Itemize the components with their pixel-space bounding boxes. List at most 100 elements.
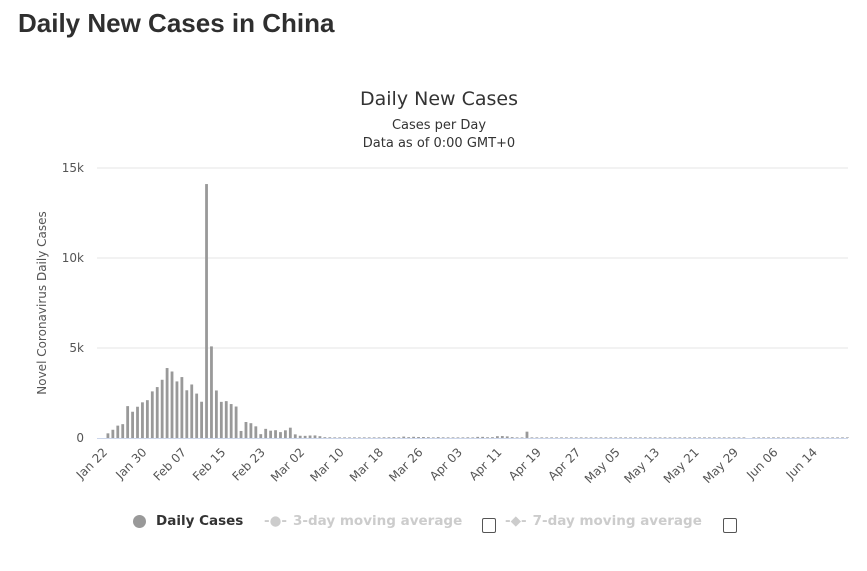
legend-label: Daily Cases — [156, 513, 244, 529]
bar — [269, 430, 273, 438]
bar — [530, 437, 534, 438]
bar — [210, 346, 213, 438]
bar — [461, 437, 465, 438]
bar — [643, 437, 647, 438]
bar — [712, 437, 716, 438]
bar — [727, 437, 731, 438]
bar — [683, 437, 687, 438]
bar — [234, 406, 238, 438]
line-marker-icon: -●- — [264, 513, 287, 529]
legend-label: 3-day moving average — [293, 513, 463, 529]
bar — [505, 436, 509, 438]
chart-subtitle-1: Cases per Day — [391, 118, 487, 133]
bar — [318, 436, 322, 438]
bar — [446, 437, 450, 438]
legend-label: 7-day moving average — [532, 513, 702, 529]
bar — [821, 437, 825, 438]
bar — [382, 437, 386, 438]
x-tick-label: Mar 18 — [347, 445, 386, 484]
bar — [165, 368, 169, 438]
x-tick-label: Mar 10 — [307, 445, 346, 484]
bar — [244, 421, 248, 438]
bar — [663, 437, 667, 438]
x-tick-label: Apr 27 — [545, 445, 583, 483]
bar — [328, 437, 332, 438]
bar — [594, 437, 598, 438]
checkbox-7-day-average[interactable] — [723, 518, 737, 533]
bar — [658, 437, 662, 438]
bar — [387, 437, 391, 438]
bar — [826, 437, 830, 438]
bar — [703, 437, 706, 438]
bar — [614, 437, 618, 438]
legend-item-daily-cases[interactable]: Daily Cases — [133, 513, 243, 529]
bar — [648, 437, 652, 438]
y-tick-label: 10k — [62, 251, 84, 265]
x-tick-label: May 21 — [661, 445, 702, 486]
bar — [579, 437, 583, 438]
x-tick-label: Jun 14 — [783, 445, 820, 482]
bar — [274, 430, 277, 438]
bar — [377, 437, 381, 438]
bar — [806, 437, 810, 438]
bar — [426, 437, 430, 438]
bar — [254, 426, 258, 438]
bar — [126, 406, 130, 438]
bar — [284, 430, 287, 438]
bar — [441, 437, 445, 438]
x-tick-label: Feb 23 — [229, 445, 267, 483]
bar — [141, 402, 144, 438]
bar — [205, 184, 208, 438]
bar — [343, 437, 346, 438]
bar — [392, 437, 396, 438]
bar — [589, 437, 593, 438]
bar — [717, 437, 721, 438]
legend: Daily Cases -●- 3-day moving average -◆-… — [0, 513, 867, 535]
bar — [136, 406, 139, 438]
bar — [111, 429, 115, 438]
bar — [407, 437, 411, 438]
x-tick-label: May 05 — [582, 445, 623, 486]
bar — [653, 437, 657, 438]
bar — [195, 393, 199, 438]
x-tick-label: Feb 07 — [151, 445, 189, 483]
bar — [180, 377, 184, 438]
bar — [545, 437, 549, 438]
bar — [436, 437, 440, 438]
checkbox-3-day-average[interactable] — [482, 518, 496, 533]
bar — [431, 437, 435, 438]
bar — [801, 437, 805, 438]
legend-item-3-day-average[interactable]: -●- 3-day moving average — [264, 513, 462, 529]
bar — [121, 424, 125, 438]
x-tick-label: Jun 06 — [743, 445, 780, 482]
bar — [288, 427, 292, 438]
bar — [535, 437, 539, 438]
bar — [836, 437, 839, 438]
bar — [781, 437, 785, 438]
bar — [155, 387, 159, 438]
bar — [106, 433, 110, 438]
bar — [491, 437, 494, 438]
bar — [367, 437, 371, 438]
bar — [308, 435, 312, 438]
bar — [372, 437, 376, 438]
bar — [466, 437, 470, 438]
legend-item-7-day-average[interactable]: -◆- 7-day moving average — [505, 513, 702, 529]
bar — [150, 391, 154, 438]
bar — [170, 371, 174, 438]
bar — [402, 436, 406, 438]
bar — [698, 437, 701, 438]
bar — [678, 437, 682, 438]
bar — [303, 435, 307, 438]
bar — [816, 437, 820, 438]
bar — [574, 437, 578, 438]
bar — [634, 437, 637, 438]
bar — [348, 437, 351, 438]
bar — [338, 437, 342, 438]
y-tick-label: 15k — [62, 161, 84, 175]
y-tick-label: 0 — [76, 431, 84, 445]
bar — [525, 431, 529, 438]
bar — [362, 437, 366, 438]
